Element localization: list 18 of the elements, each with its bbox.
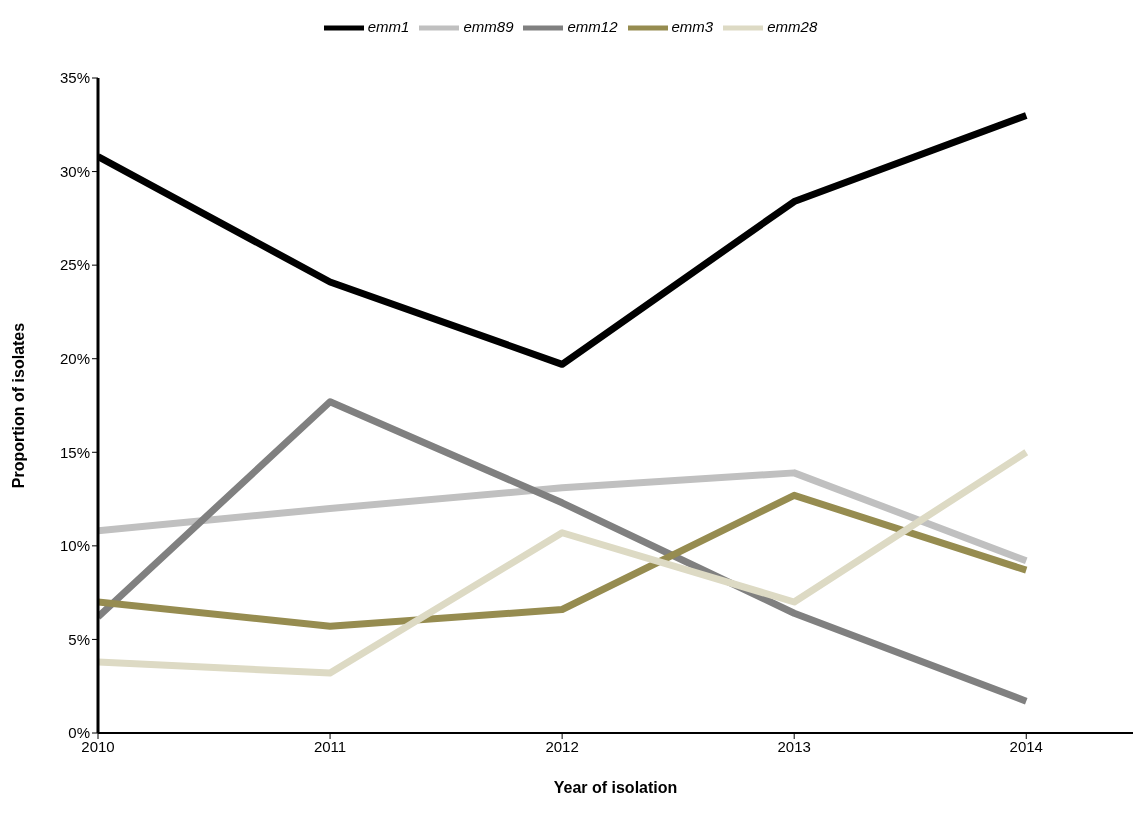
- x-tick-label: 2013: [777, 737, 811, 755]
- y-tick-label: 20%: [59, 350, 90, 368]
- y-tick-label: 15%: [59, 443, 90, 461]
- y-axis-title: Proportion of isolates: [9, 322, 27, 489]
- legend-label: emm3: [671, 18, 714, 36]
- y-tick-label: 30%: [59, 162, 90, 180]
- legend-label: emm1: [367, 18, 410, 36]
- x-tick-label: 2011: [313, 737, 347, 755]
- x-axis-title: Year of isolation: [553, 779, 678, 796]
- x-tick-label: 2012: [545, 737, 579, 755]
- legend-label: emm12: [567, 18, 618, 36]
- legend-label: emm89: [463, 18, 514, 36]
- legend-label: emm28: [767, 18, 818, 36]
- y-tick-label: 35%: [59, 69, 90, 87]
- y-tick-label: 25%: [59, 256, 90, 274]
- y-tick-label: 5%: [68, 630, 90, 648]
- y-tick-label: 10%: [59, 537, 90, 555]
- x-tick-label: 2014: [1009, 737, 1043, 755]
